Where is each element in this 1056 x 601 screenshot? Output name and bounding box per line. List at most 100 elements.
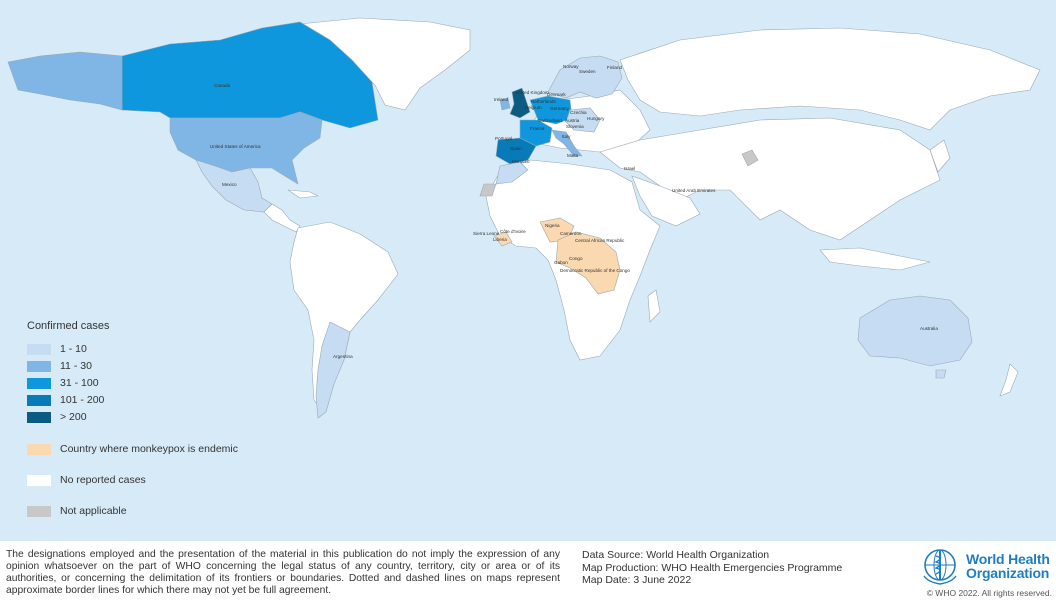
label-nigeria: Nigeria xyxy=(545,223,560,228)
label-cote-divoire: Côte d'Ivoire xyxy=(500,229,526,234)
label-morocco: Morocco xyxy=(512,159,530,164)
world-map: Canada United States of America Mexico A… xyxy=(0,0,1056,541)
disclaimer-text: The designations employed and the presen… xyxy=(6,549,560,596)
japan xyxy=(929,139,951,173)
who-name-line1: World Health xyxy=(966,551,1050,567)
label-portugal: Portugal xyxy=(495,136,512,141)
label-austria: Austria xyxy=(565,118,580,123)
nigeria-endemic xyxy=(539,217,575,243)
label-gabon: Gabon xyxy=(554,260,568,265)
label-spain: Spain xyxy=(510,146,522,151)
label-sweden: Sweden xyxy=(579,69,596,74)
legend-label: 101 - 200 xyxy=(60,394,105,406)
argentina xyxy=(315,321,351,419)
australia xyxy=(857,295,973,367)
legend-swatch xyxy=(27,443,51,455)
scandinavia xyxy=(547,55,623,99)
western-sahara-na xyxy=(479,183,497,197)
kashmir-na xyxy=(741,149,759,167)
tasmania xyxy=(935,369,947,379)
label-canada: Canada xyxy=(214,83,231,88)
legend-item-11-30: 11 - 30 xyxy=(27,359,92,373)
label-denmark: Denmark xyxy=(547,92,566,97)
copyright-text: © WHO 2022. All rights reserved. xyxy=(926,588,1052,598)
caribbean xyxy=(287,189,320,199)
legend-item-endemic: Country where monkeypox is endemic xyxy=(27,442,238,456)
legend-item-not-applicable: Not applicable xyxy=(27,504,127,518)
label-czechia: Czechia xyxy=(570,110,587,115)
legend-item-101-200: 101 - 200 xyxy=(27,393,104,407)
label-cameroon: Cameroon xyxy=(560,231,582,236)
label-switzerland: Switzerland xyxy=(538,118,562,123)
label-argentina: Argentina xyxy=(333,354,353,359)
label-norway: Norway xyxy=(563,64,579,69)
legend-swatch xyxy=(27,505,51,517)
ireland xyxy=(499,97,511,111)
legend-item-no-cases: No reported cases xyxy=(27,473,146,487)
legend-swatch xyxy=(27,360,51,372)
label-uk: United Kingdom xyxy=(516,90,549,95)
label-netherlands: Netherlands xyxy=(531,99,556,104)
legend-swatch xyxy=(27,377,51,389)
map-date: Map Date: 3 June 2022 xyxy=(582,574,692,586)
legend-label: > 200 xyxy=(60,411,87,423)
central-america xyxy=(263,203,301,233)
legend-label: Country where monkeypox is endemic xyxy=(60,443,238,455)
label-uae: United Arab Emirates xyxy=(672,188,716,193)
label-sierra-leone: Sierra Leone xyxy=(473,231,500,236)
legend-item-over-200: > 200 xyxy=(27,410,87,424)
label-hungary: Hungary xyxy=(587,116,605,121)
morocco xyxy=(495,161,529,185)
central-europe xyxy=(565,107,601,133)
map-source-info: Data Source: World Health Organization M… xyxy=(582,549,842,587)
west-africa-endemic xyxy=(493,231,513,247)
label-israel: Israel xyxy=(624,166,635,171)
world-map-svg: Canada United States of America Mexico A… xyxy=(7,17,1041,419)
legend-item-1-10: 1 - 10 xyxy=(27,342,87,356)
canada xyxy=(121,21,379,129)
who-emblem-icon xyxy=(923,549,957,585)
label-car: Central African Republic xyxy=(575,238,625,243)
label-usa: United States of America xyxy=(210,144,261,149)
legend-label: 31 - 100 xyxy=(60,377,99,389)
legend-label: 1 - 10 xyxy=(60,343,87,355)
legend-title: Confirmed cases xyxy=(27,320,110,332)
madagascar xyxy=(647,289,661,323)
legend-swatch xyxy=(27,474,51,486)
arabia xyxy=(631,175,701,227)
data-source: Data Source: World Health Organization xyxy=(582,549,770,561)
label-slovenia: Slovenia xyxy=(566,124,584,129)
usa-alaska xyxy=(7,51,123,111)
uk xyxy=(509,87,531,119)
label-mexico: Mexico xyxy=(222,182,237,187)
legend-item-31-100: 31 - 100 xyxy=(27,376,99,390)
map-production: Map Production: WHO Health Emergencies P… xyxy=(582,561,843,574)
label-congo: Congo xyxy=(569,256,583,261)
legend-label: No reported cases xyxy=(60,474,146,486)
legend-swatch xyxy=(27,411,51,423)
label-drc: Democratic Republic of the Congo xyxy=(560,268,630,273)
legend-swatch xyxy=(27,394,51,406)
who-logo: World Health Organization xyxy=(918,546,1054,586)
label-malta: Malta xyxy=(567,153,579,158)
new-zealand xyxy=(999,363,1019,397)
central-africa-endemic xyxy=(555,231,621,295)
label-france: France xyxy=(530,126,545,131)
label-ireland: Ireland xyxy=(494,97,508,102)
label-finland: Finland xyxy=(607,65,623,70)
who-name: World Health Organization xyxy=(966,552,1050,580)
who-name-line2: Organization xyxy=(966,565,1050,581)
label-italy: Italy xyxy=(562,134,571,139)
portugal-spain xyxy=(495,137,537,165)
legend-label: Not applicable xyxy=(60,505,127,517)
legend-swatch xyxy=(27,343,51,355)
legend-label: 11 - 30 xyxy=(60,360,92,372)
italy xyxy=(551,129,583,157)
label-germany: Germany xyxy=(550,106,570,111)
indonesia xyxy=(819,247,931,271)
label-liberia: Liberia xyxy=(493,237,507,242)
russia xyxy=(619,27,1041,131)
label-australia: Australia xyxy=(920,326,938,331)
usa xyxy=(169,111,323,185)
label-belgium: Belgium xyxy=(525,105,542,110)
